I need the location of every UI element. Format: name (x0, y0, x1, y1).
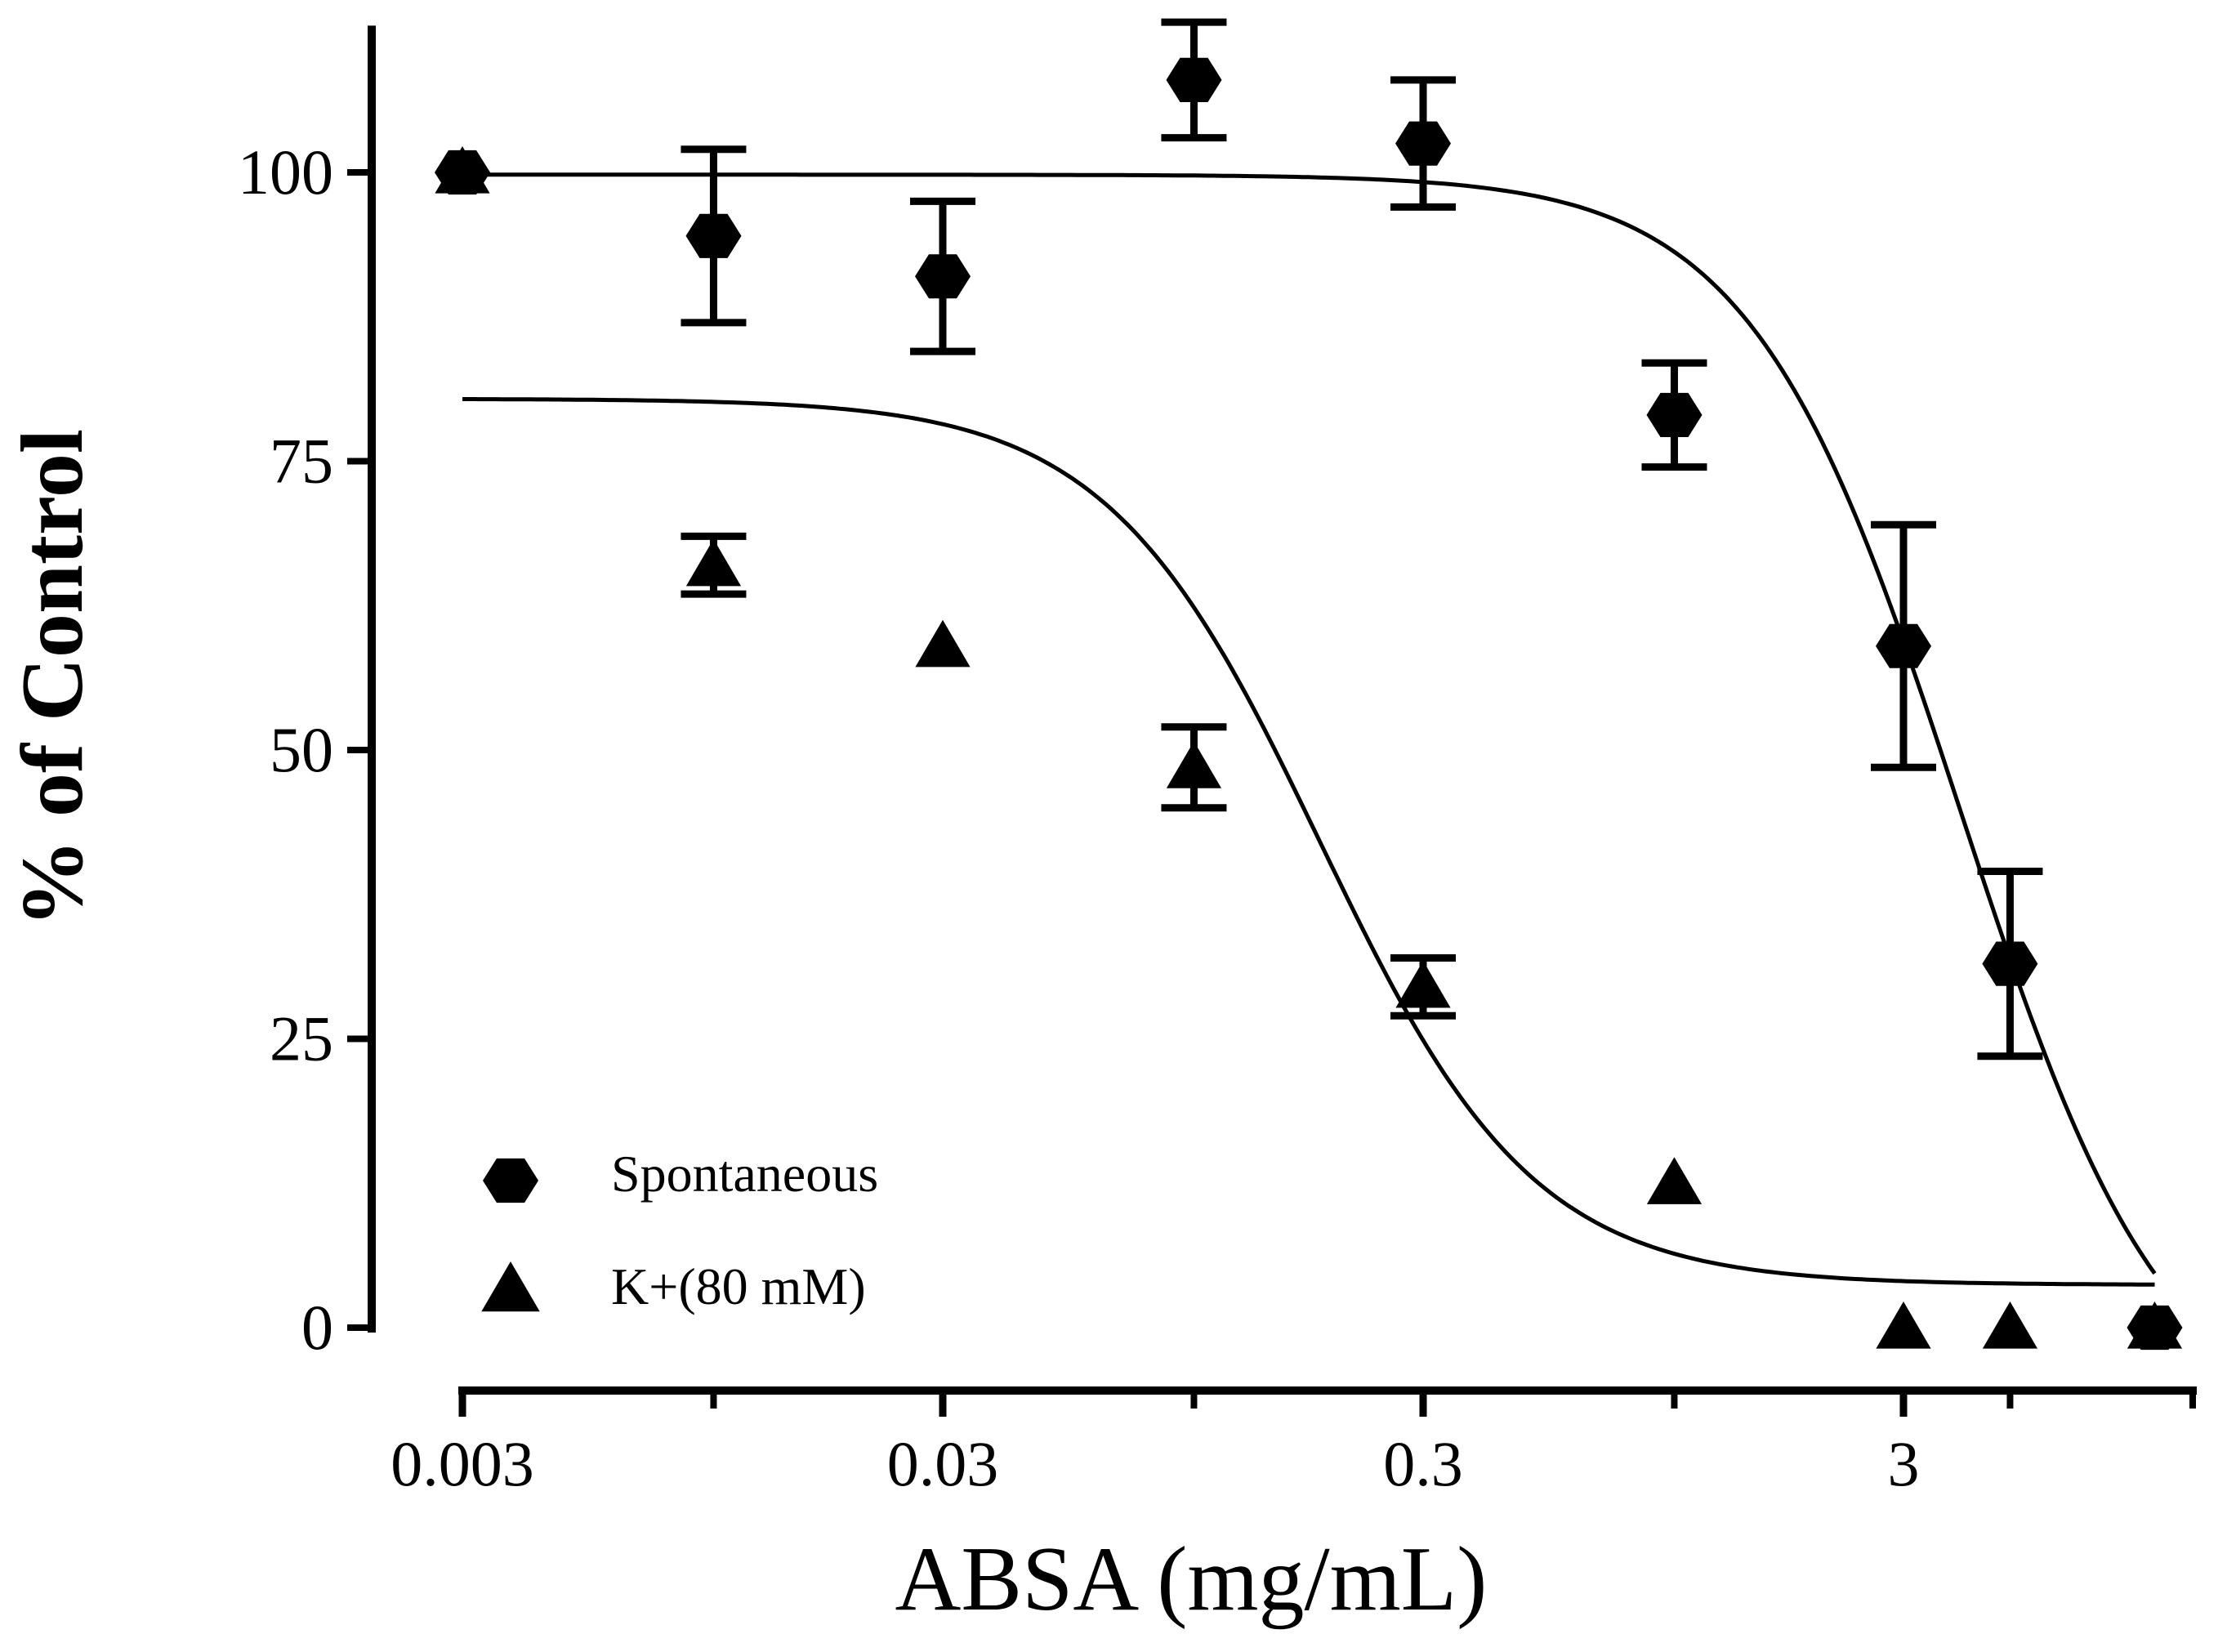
data-point-spontaneous (1876, 623, 1931, 668)
legend-label-k80: K+(80 mM) (611, 1257, 866, 1315)
data-point-spontaneous (1166, 57, 1222, 102)
fit-curves (462, 172, 2157, 1287)
x-tick-label-0.3: 0.3 (1383, 1428, 1463, 1499)
legend-marker-k80 (481, 1261, 540, 1312)
data-point-spontaneous (1982, 941, 2038, 986)
axes: 0 25 50 75 100 0.003 0.03 0.3 3 (238, 25, 2198, 1499)
x-tick-label-0.003: 0.003 (391, 1428, 534, 1499)
data-point-k80 (1166, 741, 1222, 788)
x-axis-label: ABSA (mg/mL) (895, 1529, 1488, 1630)
legend-label-spontaneous: Spontaneous (611, 1145, 878, 1203)
fit-curve-k80 (462, 397, 2155, 1287)
y-tick-label-100: 100 (238, 136, 333, 208)
axis-labels: ABSA (mg/mL) % of Control (4, 429, 1487, 1630)
data-point-k80 (1395, 960, 1451, 1008)
data-point-k80 (1982, 1302, 2038, 1349)
data-point-k80 (915, 619, 971, 667)
data-markers (435, 57, 2183, 1351)
x-tick-label-3: 3 (1888, 1428, 1920, 1499)
legend: Spontaneous K+(80 mM) (481, 1145, 878, 1315)
data-point-k80 (685, 538, 742, 587)
data-point-spontaneous (1646, 392, 1703, 437)
fit-curve-spontaneous (462, 172, 2157, 1275)
y-tick-label-50: 50 (270, 714, 333, 785)
data-point-k80 (1876, 1302, 1931, 1349)
y-tick-label-25: 25 (270, 1003, 333, 1074)
y-tick-label-0: 0 (301, 1292, 333, 1363)
x-tick-label-0.03: 0.03 (887, 1428, 999, 1499)
data-point-k80 (1646, 1157, 1703, 1204)
y-axis-label: % of Control (4, 429, 101, 927)
data-point-spontaneous (1395, 121, 1451, 166)
legend-marker-spontaneous (483, 1158, 538, 1203)
data-point-spontaneous (915, 254, 971, 299)
data-point-spontaneous (2127, 1305, 2183, 1351)
data-point-spontaneous (435, 150, 490, 195)
data-point-spontaneous (685, 213, 742, 258)
y-tick-label-75: 75 (270, 426, 333, 497)
